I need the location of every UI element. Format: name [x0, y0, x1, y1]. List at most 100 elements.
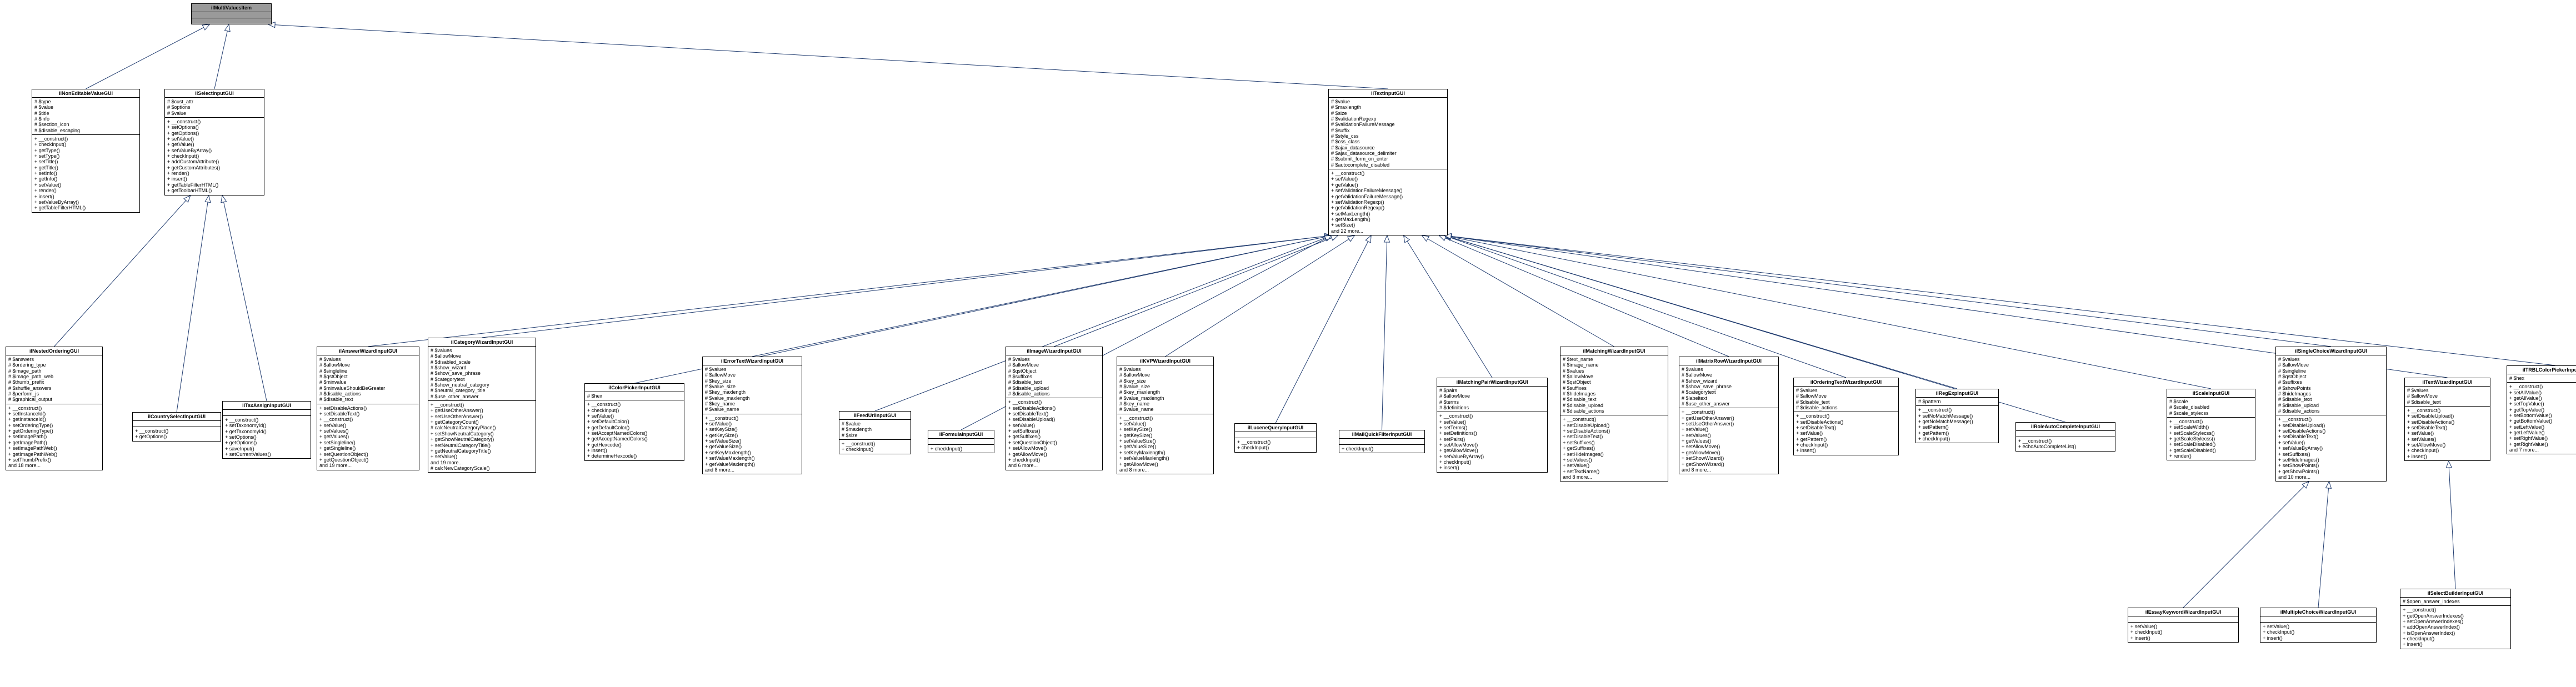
attribute-line: # $values	[1008, 357, 1100, 362]
method-line: # calcNeutralCategoryPlace()	[431, 425, 533, 430]
attribute-line: # $qstObject	[319, 374, 417, 379]
method-line: + setNeutralCategoryTitle()	[431, 443, 533, 448]
method-line: and 8 more...	[1682, 467, 1776, 473]
method-line: + setRightValue()	[2509, 435, 2576, 441]
class-methods: + __construct()+ setNoMatchMessage()+ ge…	[1916, 406, 1998, 443]
class-methods: + __construct()+ setOptions()+ getOption…	[165, 118, 264, 194]
attribute-line: # $image_path	[8, 368, 100, 374]
method-line: + checkInput()	[1008, 457, 1100, 463]
attribute-line: # $type	[34, 99, 137, 104]
method-line: + getShowWizard()	[1682, 462, 1776, 467]
class-methods: + __construct()+ setInstanceId()+ getIns…	[6, 404, 102, 470]
uml-class-ilMailQuickFilterInputGUI: ilMailQuickFilterInputGUI+ checkInput()	[1339, 430, 1425, 453]
method-line: + checkInput()	[1237, 445, 1314, 450]
method-line: + getKeySize()	[705, 433, 799, 438]
uml-class-ilCategoryWizardInputGUI: ilCategoryWizardInputGUI# $values# $allo…	[428, 338, 536, 473]
method-line: and 10 more...	[2278, 474, 2384, 480]
method-line: + setValueSize()	[1119, 438, 1211, 444]
uml-class-ilColorPickerInputGUI: ilColorPickerInputGUI# $hex+ __construct…	[584, 383, 684, 461]
method-line: + setValue()	[1331, 176, 1445, 182]
method-line: + setValue()	[1796, 430, 1896, 436]
method-line: + getImagePathWeb()	[8, 452, 100, 457]
class-attributes	[1339, 439, 1424, 445]
method-line: + __construct()	[842, 441, 908, 447]
class-attributes: # $pattern	[1916, 398, 1998, 406]
method-line: + getAllowMove()	[1119, 462, 1211, 467]
attribute-line: # $ajax_datasource_delimiter	[1331, 151, 1445, 156]
uml-class-ilFormulaInputGUI: ilFormulaInputGUI+ checkInput()	[928, 430, 994, 453]
method-line: and 6 more...	[1008, 463, 1100, 468]
method-line: + getMaxLength()	[1331, 217, 1445, 222]
inheritance-edge	[1422, 235, 1614, 347]
class-attributes: # $values# $allowMove# $singleline# $qst…	[317, 355, 419, 404]
attribute-line: # $shuffle_answers	[8, 385, 100, 391]
attribute-line: # $labeltext	[1682, 395, 1776, 401]
class-attributes	[192, 12, 271, 18]
class-title: ilCategoryWizardInputGUI	[428, 338, 536, 347]
method-line: + getOptions()	[225, 440, 308, 445]
attribute-line: # $perform_js	[8, 391, 100, 397]
attribute-line: # $allowMove	[319, 362, 417, 368]
attribute-line: # $open_answer_indexes	[2403, 599, 2508, 604]
attribute-line: # $values	[705, 367, 799, 372]
method-line: + getNoMatchMessage()	[1918, 419, 1996, 424]
class-methods: + __construct()+ setDisableUpload()+ set…	[2276, 415, 2386, 481]
attribute-line: # $pairs	[1439, 388, 1545, 393]
class-methods: + checkInput()	[928, 445, 994, 453]
attribute-line: # $qstObject	[1563, 379, 1665, 385]
attribute-line: # $values	[319, 357, 417, 362]
inheritance-edge	[875, 235, 1332, 411]
method-line: + getBottomValue()	[2509, 418, 2576, 424]
method-line: + __construct()	[319, 417, 417, 422]
class-methods: + __construct()+ setDisableActions()+ se…	[1006, 398, 1102, 469]
method-line: + __construct()	[1119, 415, 1211, 421]
method-line: + setValueByArray()	[2278, 445, 2384, 451]
class-methods: + __construct()+ setValue()+ getValue()+…	[1329, 169, 1447, 235]
method-line: and 18 more...	[8, 463, 100, 468]
method-line: + getValueMaxlength()	[705, 462, 799, 467]
method-line: + setValues()	[2407, 437, 2488, 442]
method-line: + setDisableActions()	[2278, 428, 2384, 434]
attribute-line: # $singleline	[319, 368, 417, 374]
attribute-line: # $thumb_prefix	[8, 379, 100, 385]
class-attributes	[2016, 431, 2115, 437]
class-title: ilRegExpInputGUI	[1916, 389, 1998, 398]
method-line: + setDisableUpload()	[1563, 423, 1665, 428]
method-line: + __construct()	[2403, 607, 2508, 613]
method-line: + getCategoryCount()	[431, 419, 533, 425]
method-line: + setValueMaxlength()	[1119, 455, 1211, 461]
method-line: + setUseOtherAnswer()	[1682, 421, 1776, 427]
method-line: + setSize()	[1331, 222, 1445, 228]
class-attributes	[1235, 432, 1316, 438]
method-line: + getTableFilterHTML()	[34, 205, 137, 210]
method-line: + getPattern()	[1918, 430, 1996, 436]
method-line: and 8 more...	[705, 467, 799, 473]
attribute-line: # $autocomplete_disabled	[1331, 162, 1445, 168]
method-line: + __construct()	[34, 136, 137, 142]
uml-class-ilRoleAutoCompleteInputGUI: ilRoleAutoCompleteInputGUI+ __construct(…	[2015, 422, 2115, 452]
method-line: + insert()	[2403, 641, 2508, 647]
attribute-line: # $allowMove	[1119, 372, 1211, 378]
class-attributes: # $values# $allowMove# $disable_text# $d…	[1794, 387, 1898, 412]
method-line: # calcNewCategoryScale()	[431, 465, 533, 471]
method-line: + setValue()	[1682, 427, 1776, 432]
uml-class-ilCountrySelectInputGUI: ilCountrySelectInputGUI+ __construct()+ …	[132, 412, 221, 442]
attribute-line: # $qstObject	[2278, 374, 2384, 379]
class-methods: + __construct()+ setAllValue()+ getAllVa…	[2507, 383, 2576, 454]
method-line: + setDisableText()	[1563, 434, 1665, 439]
uml-class-ilFeedUrlInputGUI: ilFeedUrlInputGUI# $value# $maxlength# $…	[839, 411, 911, 454]
attribute-line: # $values	[1682, 367, 1776, 372]
attribute-line: # $section_icon	[34, 122, 137, 127]
method-line: + setNoMatchMessage()	[1918, 413, 1996, 419]
method-line: + setDefinitions()	[1439, 430, 1545, 436]
class-attributes: # $open_answer_indexes	[2400, 598, 2510, 606]
method-line: + setImagePath()	[8, 434, 100, 439]
uml-class-ilNestedOrderingGUI: ilNestedOrderingGUI# $answers# $ordering…	[6, 347, 103, 470]
attribute-line: # $image_name	[1563, 362, 1665, 368]
class-title: ilMultiValuesItem	[192, 4, 271, 12]
class-methods: + __construct()+ setValue()+ setKeySize(…	[703, 414, 802, 474]
method-line: + setValue()	[1119, 421, 1211, 427]
inheritance-edge	[1444, 235, 2331, 347]
edge-layer	[0, 0, 2576, 687]
method-line: + checkInput()	[931, 446, 992, 452]
